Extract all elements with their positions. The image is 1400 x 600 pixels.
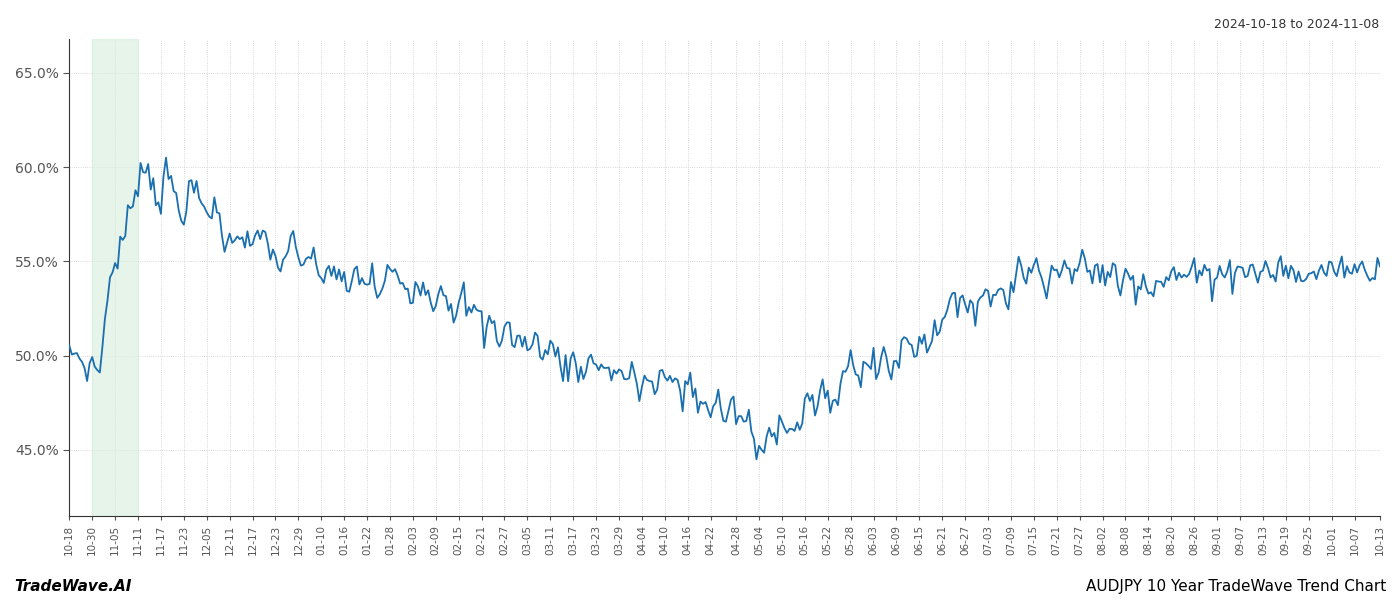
- Bar: [92, 39, 139, 516]
- Text: AUDJPY 10 Year TradeWave Trend Chart: AUDJPY 10 Year TradeWave Trend Chart: [1086, 579, 1386, 594]
- Text: 2024-10-18 to 2024-11-08: 2024-10-18 to 2024-11-08: [1214, 18, 1379, 31]
- Text: TradeWave.AI: TradeWave.AI: [14, 579, 132, 594]
